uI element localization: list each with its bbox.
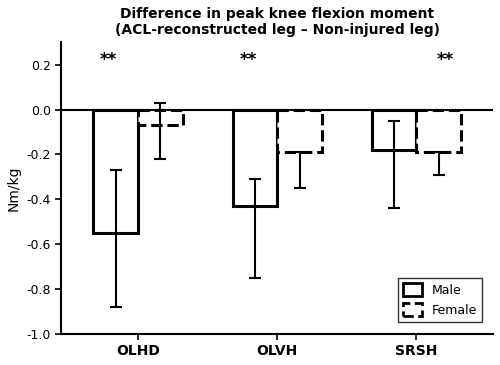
Bar — [232, 110, 277, 206]
Y-axis label: Nm/kg: Nm/kg — [7, 165, 21, 211]
Title: Difference in peak knee flexion moment
(ACL-reconstructed leg – Non-injured leg): Difference in peak knee flexion moment (… — [114, 7, 440, 37]
Legend: Male, Female: Male, Female — [398, 278, 482, 322]
Bar — [372, 110, 416, 150]
Text: **: ** — [240, 51, 256, 69]
Bar — [138, 110, 182, 125]
Text: **: ** — [437, 51, 454, 69]
Text: **: ** — [100, 51, 117, 69]
Bar — [94, 110, 138, 233]
Bar — [416, 110, 461, 152]
Bar — [277, 110, 322, 152]
